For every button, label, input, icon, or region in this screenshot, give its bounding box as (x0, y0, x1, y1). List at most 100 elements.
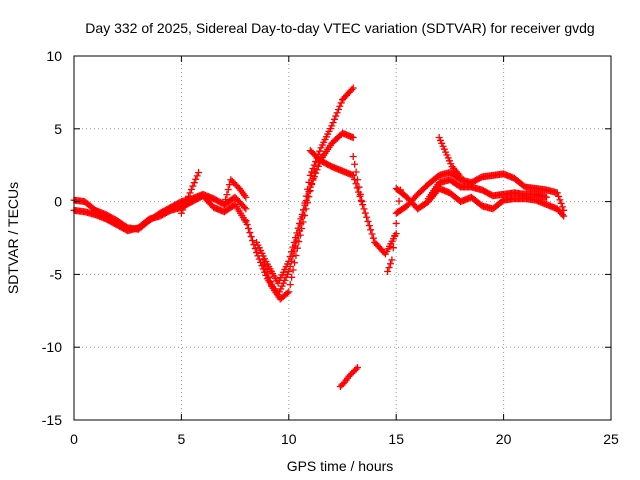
data-point (333, 109, 341, 117)
data-points (70, 84, 568, 391)
data-point (337, 99, 345, 107)
series-trace-b (70, 192, 250, 235)
data-point (180, 202, 188, 210)
data-point (242, 217, 250, 225)
data-point (301, 211, 309, 219)
data-point (312, 169, 320, 177)
data-point (354, 176, 362, 184)
data-point (385, 264, 393, 272)
series-descent (306, 147, 400, 258)
data-point (246, 229, 254, 237)
data-point (352, 180, 360, 188)
data-point (336, 102, 344, 110)
data-point (356, 190, 364, 198)
data-point (352, 365, 360, 373)
x-tick-label: 10 (281, 431, 297, 447)
data-point (288, 273, 296, 281)
data-point (193, 172, 201, 180)
data-point (308, 181, 316, 189)
data-point (457, 173, 465, 181)
data-point (296, 231, 304, 239)
y-tick-label: 5 (54, 121, 62, 137)
data-point (195, 168, 203, 176)
data-point (359, 201, 367, 209)
data-point (349, 84, 357, 92)
data-point (220, 201, 228, 209)
data-point (392, 219, 400, 227)
data-point (367, 226, 375, 234)
data-point (289, 266, 297, 274)
data-point (245, 225, 253, 233)
data-point (329, 119, 337, 127)
data-point (389, 244, 397, 252)
data-point (556, 196, 564, 204)
y-axis-label: SDTVAR / TECUs (5, 182, 21, 294)
data-point (289, 243, 297, 251)
data-point (553, 189, 561, 197)
data-point (355, 183, 363, 191)
data-point (285, 288, 293, 296)
data-point (352, 168, 360, 176)
data-point (314, 162, 322, 170)
data-point (334, 106, 342, 114)
data-point (309, 175, 317, 183)
series-recovery-c (424, 176, 551, 203)
data-point (177, 209, 185, 217)
data-point (287, 248, 295, 256)
data-point (555, 192, 563, 200)
data-point (328, 122, 336, 130)
data-point (242, 205, 250, 213)
data-point (223, 191, 231, 199)
data-point (293, 244, 301, 252)
data-point (186, 189, 194, 197)
data-point (240, 203, 248, 211)
data-point (296, 219, 304, 227)
series-dip-c (259, 168, 319, 303)
data-point (365, 222, 373, 230)
data-point (349, 134, 357, 142)
grid (74, 56, 611, 420)
x-axis: 0 5 10 15 20 25 (70, 56, 619, 447)
x-tick-label: 5 (178, 431, 186, 447)
y-tick-label: -5 (50, 266, 63, 282)
data-point (262, 265, 270, 273)
y-tick-label: 0 (54, 194, 62, 210)
data-point (260, 260, 268, 268)
data-point (391, 232, 399, 240)
data-point (316, 147, 324, 155)
data-point (361, 209, 369, 217)
x-axis-label: GPS time / hours (287, 458, 394, 474)
plot-frame (73, 55, 612, 421)
y-tick-label: -15 (42, 412, 62, 428)
data-point (253, 249, 261, 257)
data-point (224, 186, 232, 194)
data-point (190, 179, 198, 187)
y-tick-label: -10 (42, 339, 62, 355)
y-tick-label: 10 (46, 48, 62, 64)
series-rise-7 (220, 176, 250, 209)
data-point (263, 269, 271, 277)
data-point (386, 260, 394, 268)
x-tick-label: 20 (496, 431, 512, 447)
data-point (557, 199, 565, 207)
data-point (187, 185, 195, 193)
data-point (249, 237, 257, 245)
data-point (295, 238, 303, 246)
data-point (283, 289, 291, 297)
data-point (354, 364, 362, 372)
data-point (395, 197, 403, 205)
data-point (285, 257, 293, 265)
data-point (222, 196, 230, 204)
data-point (310, 161, 318, 169)
data-point (384, 267, 392, 275)
data-point (348, 85, 356, 93)
series-branch-17 (435, 134, 465, 181)
data-point (265, 273, 273, 281)
data-point (558, 211, 566, 219)
data-point (285, 267, 293, 275)
data-point (305, 193, 313, 201)
data-point (290, 238, 298, 246)
x-tick-label: 25 (603, 431, 619, 447)
